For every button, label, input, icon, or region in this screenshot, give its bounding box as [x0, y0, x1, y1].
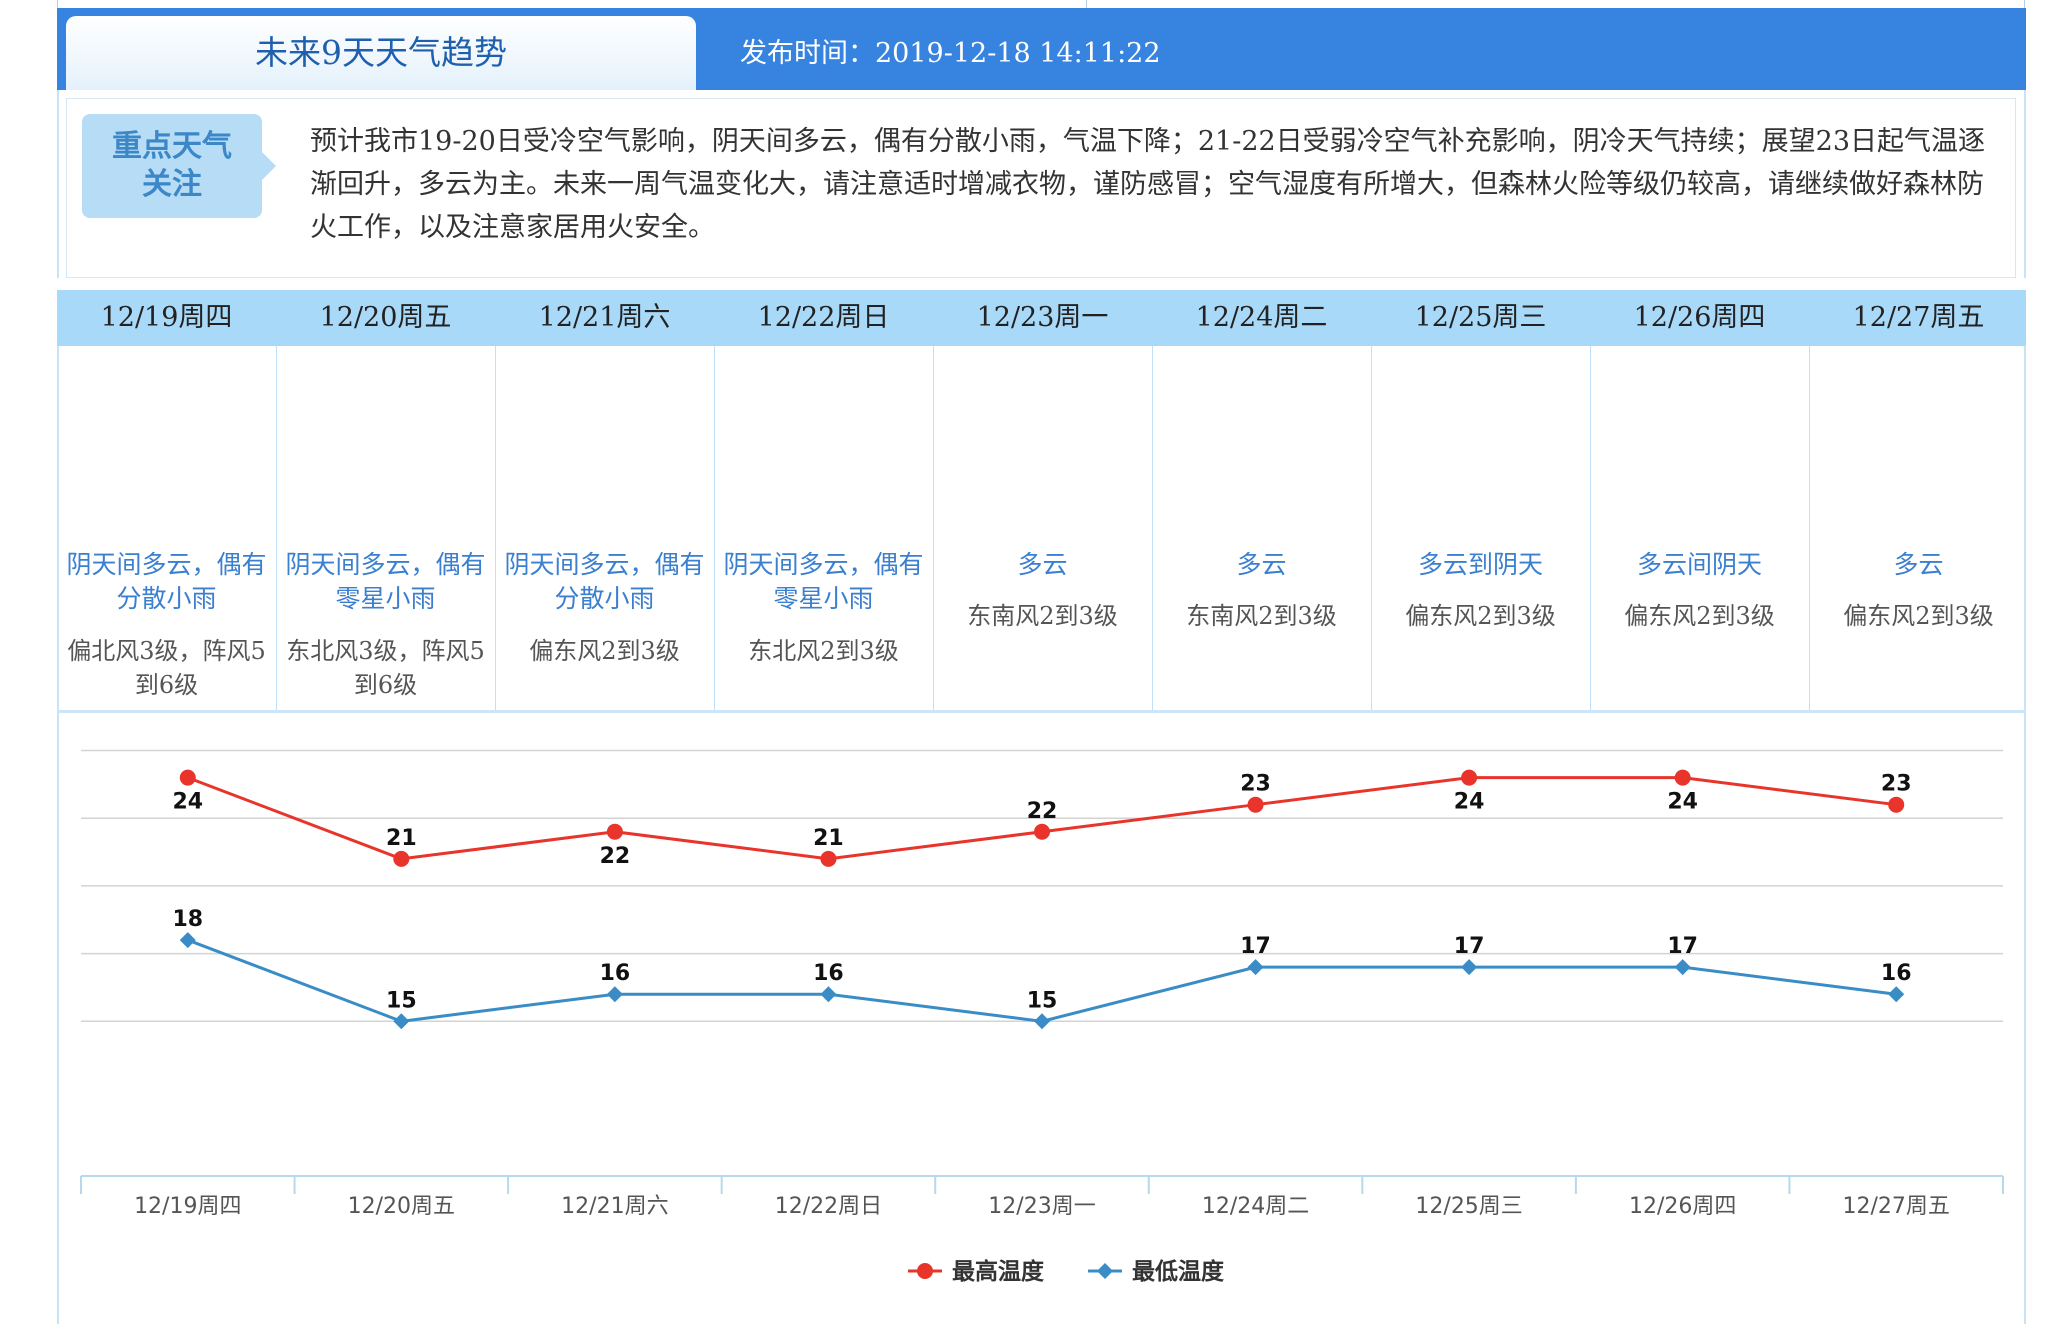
- data-label: 23: [1240, 772, 1271, 797]
- notice-badge-line2: 关注: [142, 167, 202, 202]
- wind-info: 偏东风2到3级: [1405, 602, 1556, 630]
- day-header: 12/25周三: [1414, 302, 1547, 333]
- low-temp-point: [1888, 986, 1905, 1003]
- data-label: 24: [1667, 790, 1698, 815]
- wind-info: 偏北风3级，阵风5到6级: [67, 637, 266, 699]
- forecast-panel: [57, 8, 2026, 1324]
- wind-info: 东南风2到3级: [967, 602, 1118, 630]
- weather-desc: 多云: [1893, 550, 1944, 579]
- section-divider: [57, 710, 2026, 713]
- data-label: 22: [600, 844, 631, 869]
- wind-info: 东南风2到3级: [1186, 602, 1337, 630]
- day-header: 12/21周六: [538, 302, 671, 333]
- weather-desc: 阴天间多云，偶有零星小雨: [723, 550, 924, 613]
- low-temp-point: [179, 932, 196, 949]
- x-tick-label: 12/23周一: [988, 1194, 1095, 1219]
- notice-text: 预计我市19-20日受冷空气影响，阴天间多云，偶有分散小雨，气温下降；21-22…: [310, 126, 1986, 243]
- legend-marker-diamond: [1097, 1263, 1113, 1279]
- weather-desc: 多云: [1236, 550, 1287, 579]
- high-temp-point: [179, 769, 196, 786]
- weather-desc: 多云到阴天: [1417, 550, 1543, 579]
- low-temp-point: [1034, 1013, 1050, 1030]
- day-header: 12/19周四: [100, 302, 233, 333]
- weather-desc: 多云: [1017, 550, 1068, 579]
- weather-desc: 多云间阴天: [1636, 550, 1762, 579]
- data-label: 18: [172, 907, 203, 932]
- high-temp-point: [820, 850, 837, 867]
- data-label: 17: [1240, 934, 1271, 959]
- data-label: 17: [1454, 934, 1485, 959]
- data-label: 24: [1454, 790, 1485, 815]
- low-temp-point: [606, 986, 623, 1003]
- low-temp-point: [1674, 959, 1691, 976]
- x-tick-label: 12/19周四: [134, 1194, 241, 1219]
- legend-marker-circle: [917, 1263, 933, 1279]
- legend-label: 最低温度: [1132, 1258, 1225, 1285]
- high-temp-point: [1674, 769, 1691, 786]
- data-label: 22: [1027, 799, 1058, 824]
- high-temp-point: [606, 823, 623, 840]
- low-temp-point: [1247, 959, 1264, 976]
- wind-info: 东北风2到3级: [748, 637, 899, 665]
- weather-desc: 阴天间多云，偶有分散小雨: [504, 550, 705, 613]
- data-label: 16: [1881, 961, 1912, 986]
- badge-arrow-icon: [262, 152, 276, 180]
- publish-time: 发布时间：2019-12-18 14:11:22: [740, 38, 1161, 69]
- day-header: 12/24周二: [1195, 302, 1328, 333]
- high-temp-point: [393, 850, 410, 867]
- data-label: 21: [813, 826, 844, 851]
- low-temp-point: [393, 1013, 410, 1030]
- day-header: 12/27周五: [1852, 302, 1985, 333]
- data-label: 15: [1027, 988, 1058, 1013]
- wind-info: 东北风3级，阵风5到6级: [286, 637, 485, 699]
- weather-desc: 阴天间多云，偶有分散小雨: [66, 550, 267, 613]
- day-header: 12/20周五: [319, 302, 452, 333]
- top-border-strip: [0, 0, 2066, 8]
- x-tick-label: 12/22周日: [775, 1194, 882, 1219]
- notice-badge: 重点天气 关注: [82, 114, 276, 218]
- notice-box: [66, 98, 2016, 278]
- wind-info: 偏东风2到3级: [1624, 602, 1775, 630]
- temperature-chart: 12/19周四 12/20周五 12/21周六 12/22周日 12/23周一 12/24…: [80, 749, 2004, 1285]
- high-temp-point: [1247, 796, 1264, 813]
- day-header-bar: [57, 290, 2026, 346]
- weather-desc: 阴天间多云，偶有零星小雨: [285, 550, 486, 613]
- high-temp-point: [1461, 769, 1478, 786]
- data-label: 24: [172, 790, 203, 815]
- day-header: 12/23周一: [976, 302, 1109, 333]
- data-label: 21: [386, 826, 417, 851]
- x-tick-label: 12/21周六: [561, 1194, 668, 1219]
- data-label: 16: [600, 961, 631, 986]
- data-label: 15: [386, 988, 417, 1013]
- wind-info: 偏东风2到3级: [529, 637, 680, 665]
- high-temp-point: [1034, 823, 1050, 840]
- x-tick-label: 12/27周五: [1843, 1194, 1950, 1219]
- x-tick-label: 12/26周四: [1629, 1194, 1736, 1219]
- low-temp-point: [1461, 959, 1478, 976]
- day-header: 12/26周四: [1633, 302, 1766, 333]
- notice-badge-line1: 重点天气: [112, 129, 232, 164]
- data-label: 23: [1881, 772, 1912, 797]
- data-label: 17: [1667, 934, 1698, 959]
- x-tick-label: 12/24周二: [1202, 1194, 1309, 1219]
- legend-label: 最高温度: [952, 1258, 1045, 1285]
- x-tick-label: 12/25周三: [1415, 1194, 1522, 1219]
- x-tick-label: 12/20周五: [348, 1194, 455, 1219]
- high-temp-point: [1888, 796, 1905, 813]
- wind-info: 偏东风2到3级: [1843, 602, 1994, 630]
- tab-forecast-trend[interactable]: 未来9天天气趋势: [66, 16, 696, 90]
- day-header: 12/22周日: [757, 302, 890, 333]
- data-label: 16: [813, 961, 844, 986]
- low-temp-point: [820, 986, 837, 1003]
